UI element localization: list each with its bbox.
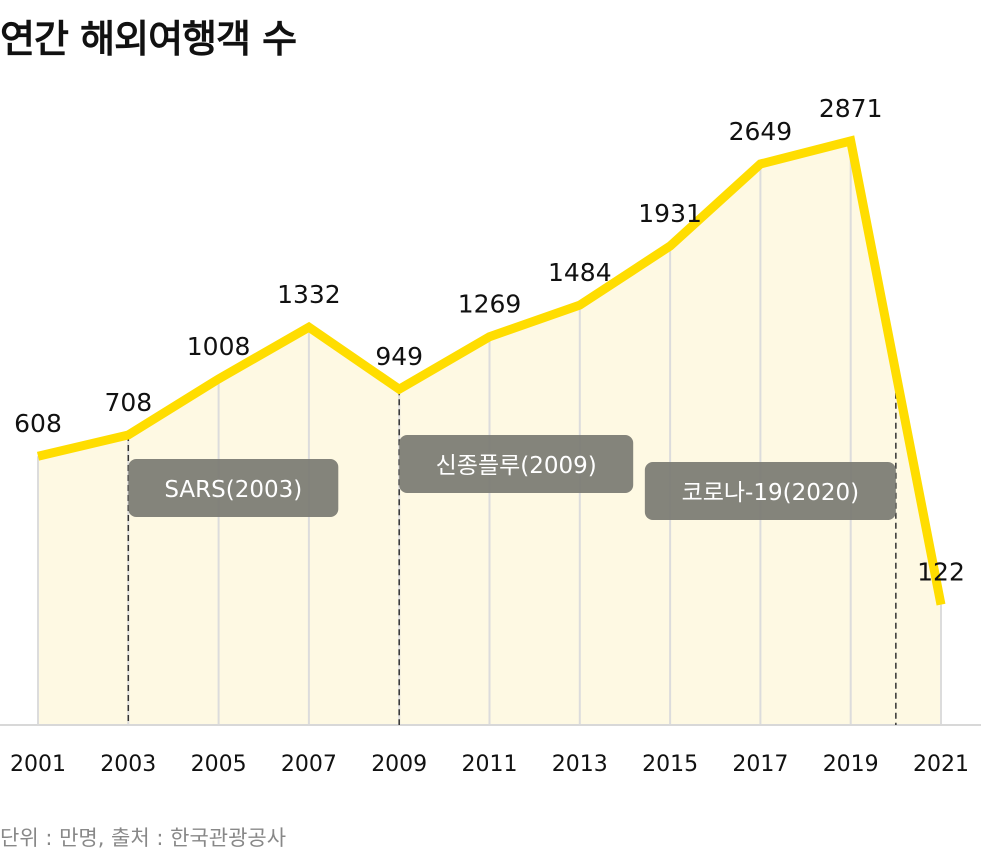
data-label-2007: 1332 [277,280,341,309]
x-tick-2003: 2003 [100,752,156,777]
data-label-2009: 949 [375,342,423,371]
x-tick-2015: 2015 [642,752,698,777]
data-label-2013: 1484 [548,258,612,287]
annotation-label-2003: SARS(2003) [164,477,302,503]
annotation-label-2020: 코로나-19(2020) [682,480,860,506]
data-label-2005: 1008 [187,332,251,361]
x-tick-2009: 2009 [371,752,427,777]
x-tick-2001: 2001 [10,752,66,777]
data-label-2011: 1269 [458,290,522,319]
data-label-2001: 608 [14,409,62,438]
annotation-box-2009 [399,435,634,493]
source-note: 단위 : 만명, 출처 : 한국관광공사 [0,826,287,850]
x-tick-2005: 2005 [191,752,247,777]
x-tick-2019: 2019 [823,752,879,777]
data-label-2017: 2649 [729,117,793,146]
x-tick-2011: 2011 [462,752,518,777]
data-label-2015: 1931 [638,199,702,228]
annotation-label-2009: 신종플루(2009) [436,453,597,479]
x-tick-2021: 2021 [913,752,969,777]
data-label-2021: 122 [917,558,965,587]
x-tick-2013: 2013 [552,752,608,777]
data-label-2003: 708 [104,388,152,417]
x-tick-2007: 2007 [281,752,337,777]
annotation-box-2020 [644,462,896,520]
x-tick-2017: 2017 [732,752,788,777]
data-label-2019: 2871 [819,94,883,123]
annotation-box-2003 [128,459,339,517]
chart-title: 연간 해외여행객 수 [0,17,297,61]
